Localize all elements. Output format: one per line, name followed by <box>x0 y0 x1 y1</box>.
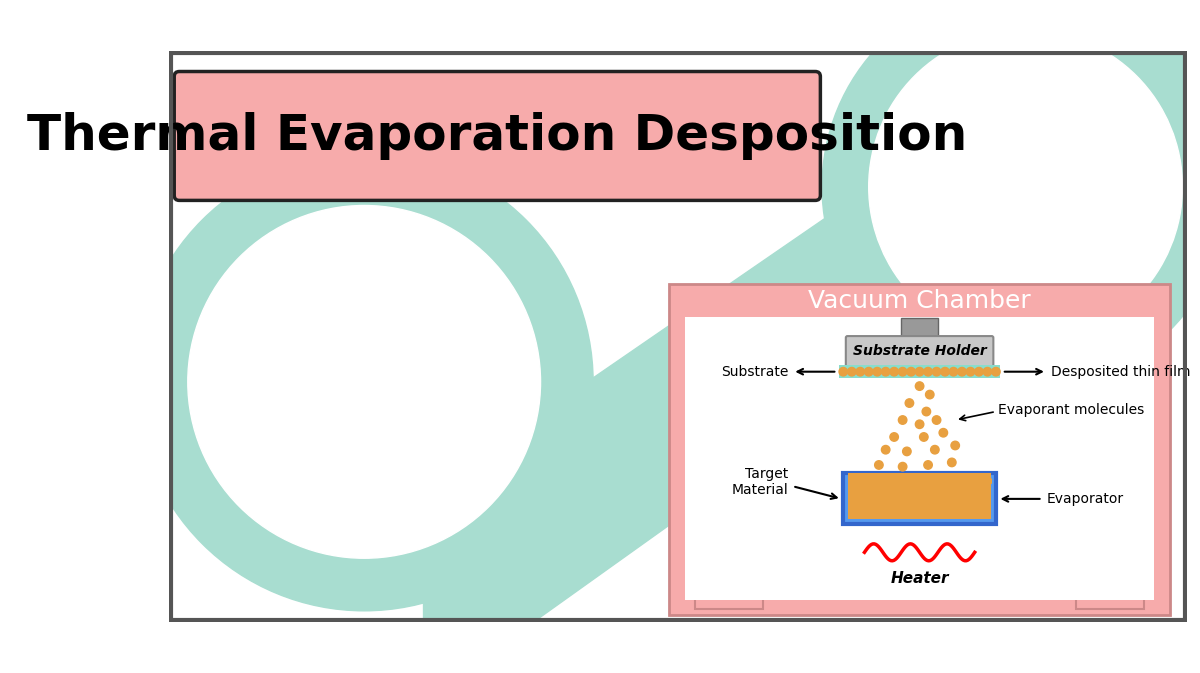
Circle shape <box>890 367 899 376</box>
Text: Thermal Evaporation Desposition: Thermal Evaporation Desposition <box>28 112 967 160</box>
Text: Evaporant molecules: Evaporant molecules <box>998 403 1145 417</box>
Bar <box>670 285 1170 615</box>
Circle shape <box>916 367 924 376</box>
Circle shape <box>872 367 882 376</box>
Circle shape <box>899 462 907 471</box>
Text: Evaporator: Evaporator <box>1046 492 1124 506</box>
Text: Target
Material: Target Material <box>732 467 788 497</box>
Circle shape <box>882 446 890 454</box>
Bar <box>695 577 763 609</box>
Circle shape <box>932 416 941 424</box>
Circle shape <box>902 447 911 456</box>
Text: Heater: Heater <box>890 571 949 586</box>
Circle shape <box>925 390 934 399</box>
Circle shape <box>950 441 960 450</box>
Circle shape <box>966 367 974 376</box>
Polygon shape <box>424 51 1187 622</box>
Circle shape <box>958 367 966 376</box>
Text: Substrate: Substrate <box>721 365 788 379</box>
Circle shape <box>875 461 883 469</box>
Circle shape <box>931 446 940 454</box>
Bar <box>1076 577 1145 609</box>
Circle shape <box>187 205 540 558</box>
Circle shape <box>948 458 956 466</box>
Circle shape <box>847 367 856 376</box>
Circle shape <box>922 407 931 416</box>
Circle shape <box>974 367 983 376</box>
Bar <box>685 316 1154 574</box>
Circle shape <box>890 433 899 441</box>
FancyBboxPatch shape <box>846 336 994 367</box>
Circle shape <box>839 367 847 376</box>
Circle shape <box>919 433 928 441</box>
Bar <box>848 473 991 520</box>
Bar <box>839 365 1000 378</box>
Bar <box>844 473 996 524</box>
Circle shape <box>869 30 1182 344</box>
Circle shape <box>916 420 924 429</box>
Circle shape <box>983 367 991 376</box>
Circle shape <box>924 461 932 469</box>
Circle shape <box>924 367 932 376</box>
Circle shape <box>899 416 907 424</box>
Circle shape <box>882 367 890 376</box>
Circle shape <box>949 367 958 376</box>
Circle shape <box>916 382 924 390</box>
Circle shape <box>991 367 1000 376</box>
Circle shape <box>856 367 864 376</box>
Bar <box>685 574 1154 600</box>
Text: Substrate Holder: Substrate Holder <box>853 345 986 358</box>
Bar <box>901 318 938 338</box>
Circle shape <box>932 367 941 376</box>
Circle shape <box>136 153 593 611</box>
Circle shape <box>907 367 916 376</box>
Circle shape <box>899 367 907 376</box>
Text: Desposited thin film: Desposited thin film <box>1051 365 1190 379</box>
Circle shape <box>864 367 872 376</box>
Circle shape <box>822 0 1200 390</box>
Circle shape <box>941 367 949 376</box>
Text: Vacuum Chamber: Vacuum Chamber <box>809 289 1031 314</box>
Circle shape <box>940 429 948 437</box>
FancyBboxPatch shape <box>174 71 821 201</box>
Circle shape <box>905 399 913 407</box>
